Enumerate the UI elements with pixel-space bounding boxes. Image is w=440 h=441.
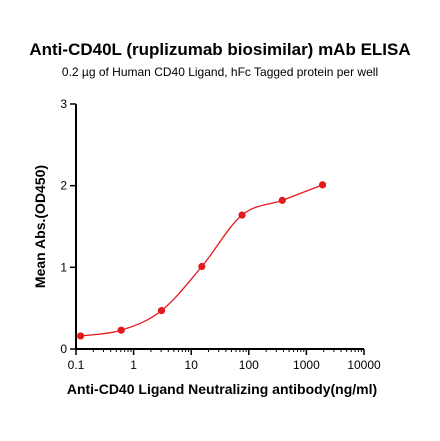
x-tick-label: 100 — [239, 358, 259, 372]
x-tick-label: 1000 — [293, 358, 320, 372]
x-tick-label: 10000 — [347, 358, 381, 372]
data-point — [157, 307, 166, 315]
y-tick-label: 1 — [60, 260, 67, 274]
chart-subtitle: 0.2 µg of Human CD40 Ligand, hFc Tagged … — [61, 65, 379, 79]
y-tick-label: 0 — [60, 342, 67, 356]
x-ticks: 0.1 1 10 100 1000 10000 — [68, 349, 381, 372]
data-point — [117, 326, 125, 334]
data-points — [76, 181, 327, 340]
x-tick-label: 10 — [185, 358, 199, 372]
chart-title: Anti-CD40L (ruplizumab biosimilar) mAb E… — [29, 40, 411, 59]
y-tick-label: 3 — [60, 97, 67, 111]
fit-curve — [78, 184, 323, 338]
x-axis-label: Anti-CD40 Ligand Neutralizing antibody(n… — [67, 381, 377, 397]
y-tick-label: 2 — [60, 179, 67, 193]
x-tick-label: 1 — [130, 358, 137, 372]
data-point — [318, 181, 327, 189]
data-point — [198, 262, 206, 271]
axes — [75, 104, 364, 350]
data-point — [238, 211, 246, 219]
data-point — [278, 196, 286, 204]
data-point — [76, 332, 85, 340]
y-axis-label: Mean Abs.(OD450) — [32, 165, 48, 288]
y-ticks: 0 1 2 3 — [60, 97, 76, 356]
x-tick-label: 0.1 — [68, 358, 85, 372]
